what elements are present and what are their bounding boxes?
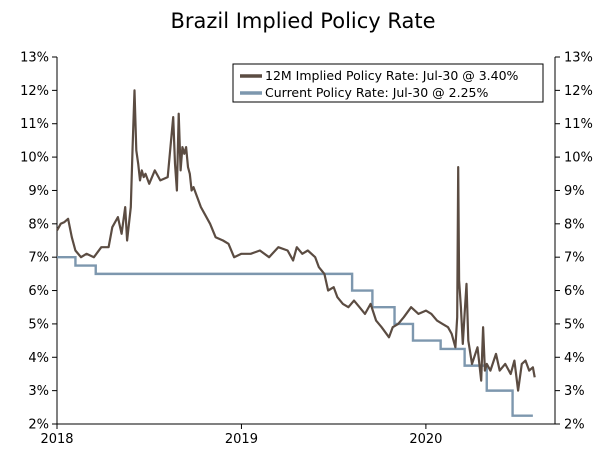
x-tick-label: 2019 [225,432,258,447]
legend-box [232,63,544,103]
y-tick-label-left: 6% [28,284,49,299]
y-tick-label-left: 13% [20,51,49,66]
y-tick-label-left: 4% [28,351,49,366]
series-layer [56,89,536,417]
y-tick-label-right: 13% [564,51,593,66]
x-tick-label: 2018 [40,432,73,447]
chart-title: Brazil Implied Policy Rate [170,9,435,33]
y-tick-label-left: 3% [28,384,49,399]
y-tick-label-right: 10% [564,151,593,166]
x-tick-label: 2020 [409,432,442,447]
y-tick-label-left: 7% [28,251,49,266]
y-tick-label-right: 2% [564,418,585,433]
y-tick-label-right: 3% [564,384,585,399]
y-tick-label-left: 2% [28,418,49,433]
y-axis-right: 2% 3% 4% 5% 6% 7% 8% 9% 10% 11% 12% 13% [555,51,593,433]
y-tick-label-left: 12% [20,84,49,99]
y-tick-label-right: 11% [564,117,593,132]
y-tick-label-left: 11% [20,117,49,132]
series-line-implied-policy-rate [56,89,536,392]
y-tick-label-right: 6% [564,284,585,299]
y-tick-label-left: 5% [28,317,49,332]
y-tick-label-right: 12% [564,84,593,99]
y-tick-label-right: 7% [564,251,585,266]
y-tick-label-right: 5% [564,317,585,332]
legend: 12M Implied Policy Rate: Jul-30 @ 3.40% … [232,63,544,103]
plot-frame [56,57,556,425]
x-axis: 2018 2019 2020 [40,424,442,447]
y-tick-label-left: 8% [28,217,49,232]
series-line-current-policy-rate [57,255,533,417]
y-tick-label-right: 9% [564,184,585,199]
legend-label-implied: 12M Implied Policy Rate: Jul-30 @ 3.40% [265,68,519,83]
y-tick-label-left: 10% [20,151,49,166]
y-tick-label-right: 8% [564,217,585,232]
y-axis-left: 2% 3% 4% 5% 6% 7% 8% 9% 10% 11% 12% 13% [20,51,57,433]
y-tick-label-left: 9% [28,184,49,199]
legend-label-current: Current Policy Rate: Jul-30 @ 2.25% [265,85,488,100]
y-tick-label-right: 4% [564,351,585,366]
